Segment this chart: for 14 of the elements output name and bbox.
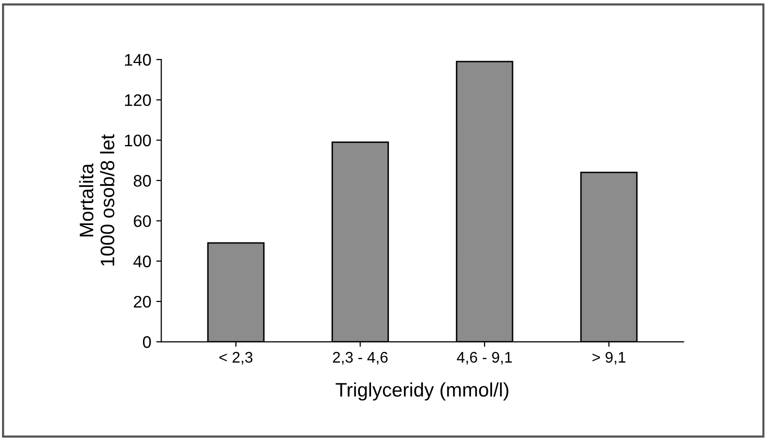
y-tick-label: 0 xyxy=(142,336,151,348)
y-tick-label: 60 xyxy=(134,215,151,228)
y-tick-label: 140 xyxy=(125,54,151,66)
x-tick-label: < 2,3 xyxy=(219,352,252,365)
x-axis-title: Triglyceridy (mmol/l) xyxy=(336,382,508,401)
y-tick-label: 80 xyxy=(134,174,151,187)
y-tick-label: 100 xyxy=(125,134,151,146)
y-tick-label: 40 xyxy=(133,256,151,268)
x-tick-label: 4,6 - 9,1 xyxy=(456,352,512,365)
y-axis-title: Mortalita 1000 osob/8 let xyxy=(79,134,114,266)
y-tick-label: 120 xyxy=(125,94,151,106)
x-tick-label: 2,3 - 4,6 xyxy=(332,352,388,365)
y-tick-label: 20 xyxy=(134,296,151,308)
x-tick-label: > 9,1 xyxy=(592,352,626,365)
